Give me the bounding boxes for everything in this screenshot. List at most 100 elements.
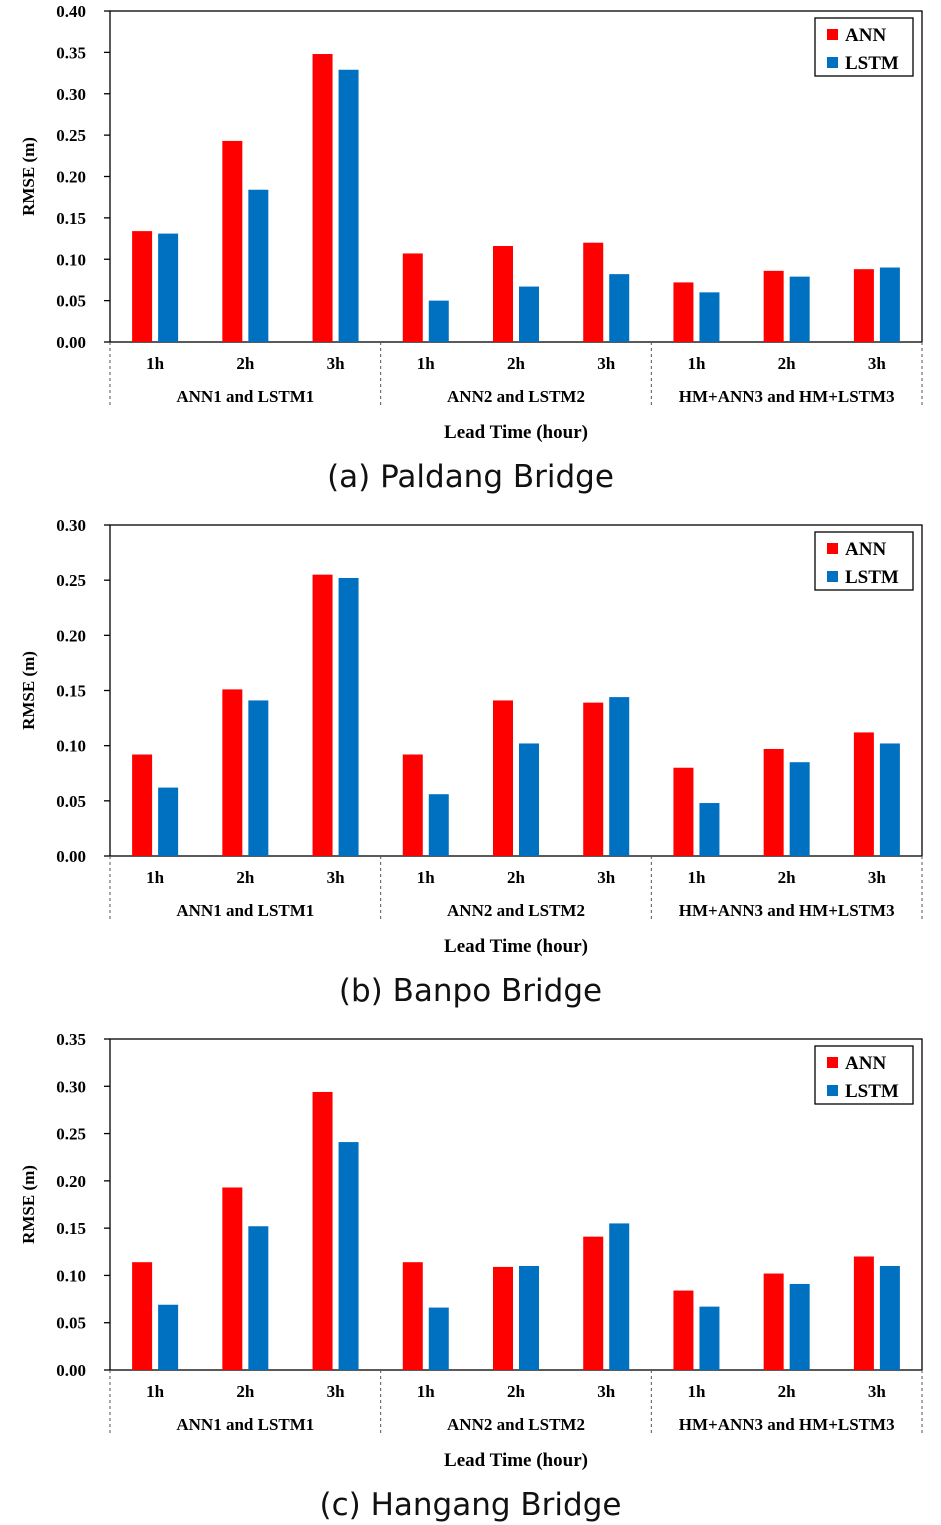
x-tick-label: 1h [146,1382,165,1401]
x-tick-label: 1h [687,354,706,373]
y-tick-label: 0.00 [56,847,86,866]
bar-ann-5 [493,700,513,856]
group-label: ANN1 and LSTM1 [176,901,314,920]
x-tick-label: 3h [327,354,346,373]
x-tick-label: 3h [868,868,887,887]
x-tick-label: 3h [597,1382,616,1401]
chart-caption-paldang: (a) Paldang Bridge [327,459,614,495]
x-tick-label: 3h [597,868,616,887]
y-tick-label: 0.35 [56,1030,86,1049]
bar-lstm-9 [879,1265,900,1370]
y-tick-label: 0.30 [56,516,86,535]
bar-ann-5 [493,246,513,342]
x-tick-label: 2h [778,1382,797,1401]
x-tick-label: 3h [597,354,616,373]
group-label: HM+ANN3 and HM+LSTM3 [679,1415,895,1434]
bar-ann-8 [763,270,784,342]
y-tick-label: 0.15 [56,682,86,701]
bar-ann-3 [312,1091,333,1370]
bar-lstm-7 [699,1306,720,1370]
x-tick-label: 1h [417,868,436,887]
bar-ann-7 [673,1290,694,1370]
x-axis-label: Lead Time (hour) [444,936,588,957]
bar-lstm-7 [699,803,720,856]
bar-lstm-6 [609,697,630,856]
group-label: ANN1 and LSTM1 [176,1415,314,1434]
y-tick-label: 0.00 [56,333,86,352]
x-tick-label: 1h [146,354,165,373]
bar-ann-5 [493,1266,513,1370]
x-tick-label: 2h [507,868,526,887]
bar-lstm-8 [789,276,810,342]
bar-ann-4 [402,754,423,856]
legend-label-ann: ANN [845,25,886,46]
legend-label-lstm: LSTM [845,53,899,74]
x-tick-label: 1h [146,868,165,887]
y-tick-label: 0.10 [56,737,86,756]
legend-swatch-lstm [827,571,838,582]
bar-lstm-3 [338,577,359,856]
bar-ann-2 [222,689,243,856]
x-tick-label: 2h [778,868,797,887]
y-tick-label: 0.40 [56,2,86,21]
bar-lstm-8 [789,762,810,856]
x-tick-label: 2h [236,1382,255,1401]
bar-ann-4 [402,1262,423,1370]
legend-swatch-ann [827,1057,838,1068]
bar-ann-8 [763,1273,784,1370]
chart-banpo: 0.00 0.05 0.10 0.15 0.20 0.25 0.30 RMSE (m) 1h 2h… [19,516,923,957]
y-tick-label: 0.15 [56,1219,86,1238]
bar-lstm-2 [248,700,269,856]
y-tick-label: 0.20 [56,626,86,645]
bar-lstm-6 [609,274,630,342]
bar-lstm-2 [248,189,269,342]
group-label: ANN2 and LSTM2 [447,901,585,920]
y-tick-label: 0.10 [56,250,86,269]
bar-lstm-1 [158,787,179,856]
bar-ann-6 [583,242,604,342]
legend-label-lstm: LSTM [845,567,899,588]
bar-lstm-2 [248,1226,269,1370]
y-tick-label: 0.20 [56,1172,86,1191]
bar-ann-3 [312,574,333,856]
y-tick-label: 0.05 [56,1314,86,1333]
legend-label-lstm: LSTM [845,1081,899,1102]
bar-ann-7 [673,282,694,342]
bar-lstm-3 [338,69,359,342]
plot-frame [109,1038,923,1371]
chart-paldang: 0.00 0.05 0.10 0.15 0.20 0.25 0.30 0.35 0.40 RMSE… [19,2,923,443]
bar-lstm-1 [158,1304,179,1370]
bar-lstm-4 [428,1307,449,1370]
chart-caption-hangang: (c) Hangang Bridge [319,1487,622,1523]
y-tick-label: 0.05 [56,792,86,811]
bar-ann-9 [853,269,874,342]
bar-lstm-9 [879,267,900,342]
x-axis-label: Lead Time (hour) [444,422,588,443]
bar-ann-1 [132,231,153,342]
group-label: HM+ANN3 and HM+LSTM3 [679,387,895,406]
legend-swatch-ann [827,543,838,554]
x-tick-label: 3h [868,354,887,373]
bar-ann-7 [673,767,694,856]
chart-panel-paldang: 0.00 0.05 0.10 0.15 0.20 0.25 0.30 0.35 0.40 RMSE… [0,0,941,450]
legend-label-ann: ANN [845,539,886,560]
y-tick-label: 0.35 [56,43,86,62]
bar-lstm-5 [519,743,539,856]
bar-lstm-6 [609,1223,630,1370]
y-tick-label: 0.25 [56,126,86,145]
group-label: ANN2 and LSTM2 [447,387,585,406]
group-label: HM+ANN3 and HM+LSTM3 [679,901,895,920]
y-axis-label: RMSE (m) [19,1165,38,1244]
chart-panel-banpo: 0.00 0.05 0.10 0.15 0.20 0.25 0.30 RMSE (m) 1h 2h… [0,514,941,964]
x-tick-label: 1h [687,868,706,887]
bar-ann-8 [763,748,784,856]
x-tick-label: 2h [778,354,797,373]
group-label: ANN1 and LSTM1 [176,387,314,406]
x-tick-label: 3h [327,1382,346,1401]
bar-lstm-4 [428,300,449,342]
bar-ann-1 [132,1262,153,1370]
x-tick-label: 2h [236,868,255,887]
bar-ann-9 [853,1256,874,1370]
y-tick-label: 0.00 [56,1361,86,1380]
bar-lstm-8 [789,1283,810,1370]
